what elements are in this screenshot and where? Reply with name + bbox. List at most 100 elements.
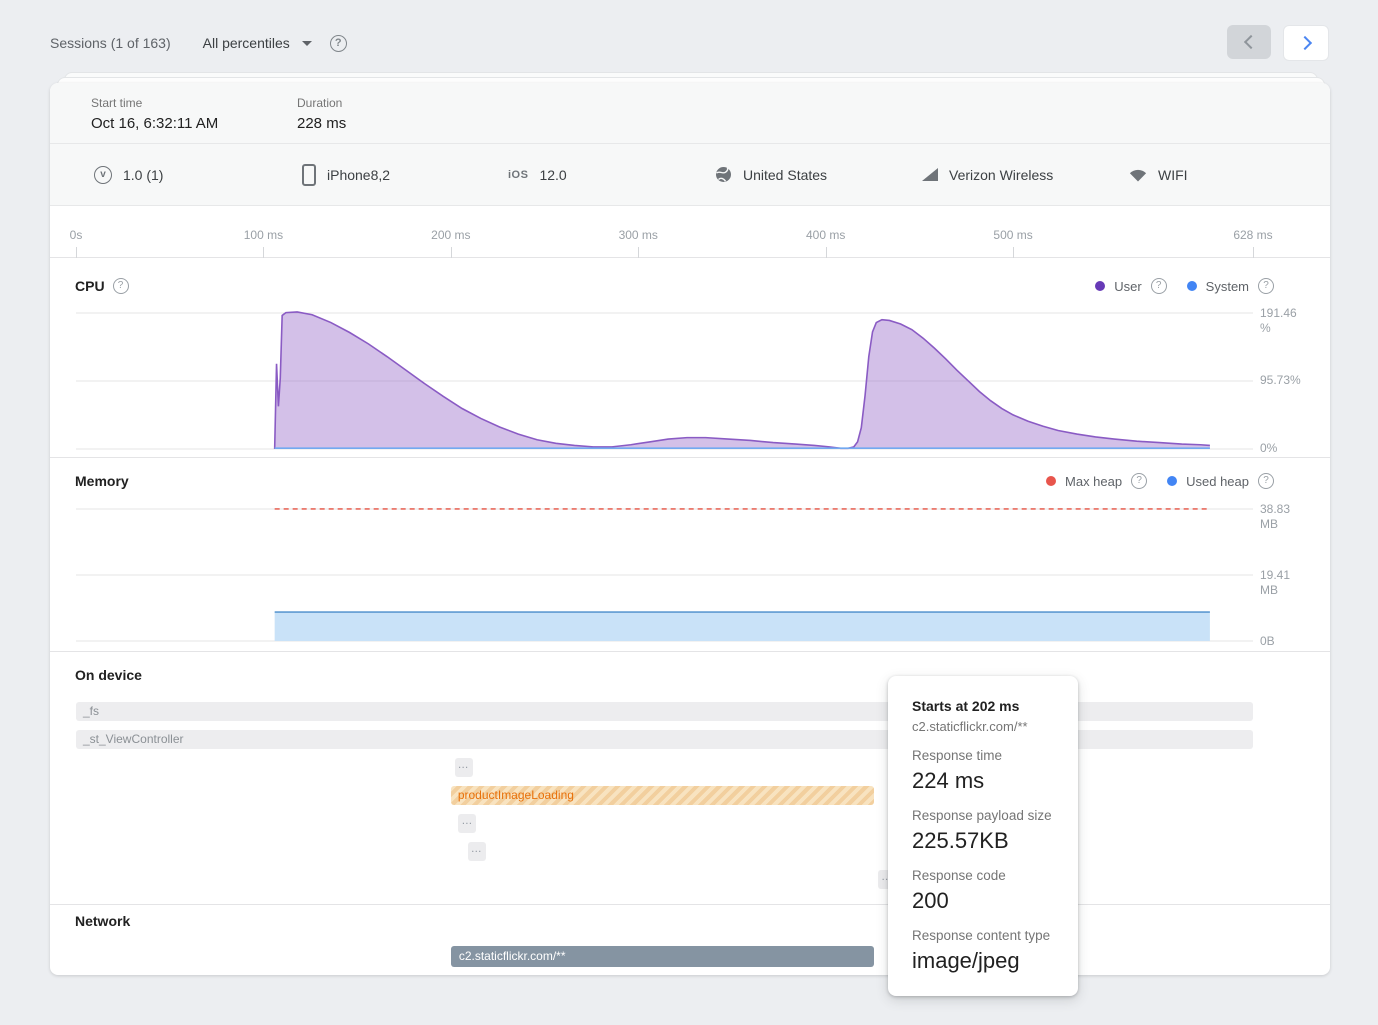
cellular-signal-icon: [922, 168, 938, 181]
chevron-down-icon: [302, 41, 312, 46]
memory-axis-zero-label: 0B: [1260, 634, 1308, 649]
cpu-axis-mid-label: 95.73%: [1260, 373, 1308, 388]
memory-section-header: Memory: [75, 473, 129, 489]
session-detail-page: Sessions (1 of 163) All percentiles ? St…: [0, 0, 1378, 1025]
timeline-tick-label: 300 ms: [619, 228, 658, 242]
session-summary-strip: Start time Oct 16, 6:32:11 AM Duration 2…: [50, 83, 1330, 144]
carrier-value: Verizon Wireless: [949, 167, 1053, 183]
on-device-rows: _fs_st_ViewController…productImageLoadin…: [50, 652, 1330, 904]
system-help-icon[interactable]: ?: [1258, 278, 1274, 294]
trace-bar[interactable]: productImageLoading: [451, 786, 875, 805]
timeline-tick-label: 0s: [70, 228, 83, 242]
tooltip-title: Starts at 202 ms: [912, 698, 1064, 714]
os-icon: iOS: [508, 169, 528, 181]
used-heap-legend-label: Used heap: [1186, 474, 1249, 489]
collapsed-traces-chip[interactable]: …: [468, 842, 486, 861]
sessions-count-label: Sessions (1 of 163): [50, 35, 171, 51]
legend-item-max-heap: Max heap ?: [1046, 473, 1147, 489]
user-help-icon[interactable]: ?: [1151, 278, 1167, 294]
carrier-item: Verizon Wireless: [922, 144, 1053, 205]
timeline-tick-mark: [638, 247, 639, 258]
legend-item-used-heap: Used heap ?: [1167, 473, 1274, 489]
max-heap-legend-label: Max heap: [1065, 474, 1122, 489]
timeline-tick-mark: [1013, 247, 1014, 258]
on-device-section: On device _fs_st_ViewController…productI…: [50, 652, 1330, 905]
device-model-icon: [302, 164, 316, 186]
start-time-block: Start time Oct 16, 6:32:11 AM: [91, 96, 218, 132]
memory-section: Memory Max heap ? Used heap ? 38.83 MB 1…: [50, 458, 1330, 652]
cpu-section: CPU ? User ? System ? 191.46 % 95.73% 0%: [50, 258, 1330, 458]
previous-session-button[interactable]: [1227, 25, 1271, 59]
next-session-button[interactable]: [1283, 25, 1329, 61]
max-heap-help-icon[interactable]: ?: [1131, 473, 1147, 489]
timeline-tick-mark: [1253, 247, 1254, 258]
country-value: United States: [743, 167, 827, 183]
network-request-bar[interactable]: c2.staticflickr.com/**: [451, 946, 875, 967]
session-card: Start time Oct 16, 6:32:11 AM Duration 2…: [50, 83, 1330, 975]
timeline-tick-label: 200 ms: [431, 228, 470, 242]
legend-item-user: User ?: [1095, 278, 1166, 294]
wifi-icon: [1129, 167, 1147, 182]
network-section: Network c2.staticflickr.com/**: [50, 905, 1330, 975]
memory-axis-mid-label: 19.41 MB: [1260, 568, 1308, 598]
chevron-right-icon: [1297, 36, 1311, 50]
app-version-value: 1.0 (1): [123, 167, 163, 183]
toolbar: Sessions (1 of 163) All percentiles ?: [50, 26, 1329, 60]
os-version-value: 12.0: [539, 167, 566, 183]
tooltip-field-content-type: Response content type image/jpeg: [912, 928, 1064, 974]
timeline-ruler: 0s 100 ms 200 ms 300 ms 400 ms 500 ms 628 ms: [50, 206, 1330, 258]
memory-title: Memory: [75, 473, 129, 489]
cpu-help-icon[interactable]: ?: [113, 278, 129, 294]
cpu-axis-zero-label: 0%: [1260, 441, 1308, 456]
memory-chart[interactable]: [76, 500, 1253, 652]
network-type-item: WIFI: [1129, 144, 1188, 205]
cpu-section-header: CPU ?: [75, 278, 129, 294]
timeline-tick-mark: [451, 247, 452, 258]
legend-item-system: System ?: [1187, 278, 1274, 294]
cpu-axis-max-label: 191.46 %: [1260, 306, 1308, 336]
start-time-label: Start time: [91, 96, 218, 110]
collapsed-traces-chip[interactable]: …: [455, 758, 473, 777]
system-legend-dot: [1187, 281, 1197, 291]
tooltip-field-response-time: Response time 224 ms: [912, 748, 1064, 794]
duration-value: 228 ms: [297, 115, 346, 132]
device-attributes-strip: v 1.0 (1) iPhone8,2 iOS 12.0 United Stat…: [50, 144, 1330, 206]
timeline-tick-label: 100 ms: [244, 228, 283, 242]
system-legend-label: System: [1206, 279, 1249, 294]
app-version-icon: v: [94, 166, 112, 184]
device-model-item: iPhone8,2: [302, 144, 390, 205]
memory-legend: Max heap ? Used heap ?: [1046, 473, 1274, 489]
network-rows: c2.staticflickr.com/**: [50, 905, 1330, 975]
user-legend-dot: [1095, 281, 1105, 291]
globe-icon: [715, 166, 732, 183]
cpu-title: CPU: [75, 278, 105, 294]
network-type-value: WIFI: [1158, 167, 1188, 183]
timeline-tick-label: 628 ms: [1233, 228, 1272, 242]
session-nav: [1227, 25, 1329, 61]
timeline-tick-label: 400 ms: [806, 228, 845, 242]
request-tooltip: Starts at 202 ms c2.staticflickr.com/** …: [888, 676, 1078, 996]
tooltip-field-payload-size: Response payload size 225.57KB: [912, 808, 1064, 854]
app-version-item: v 1.0 (1): [94, 144, 163, 205]
cpu-chart[interactable]: [76, 300, 1253, 458]
tooltip-url: c2.staticflickr.com/**: [912, 719, 1064, 734]
timeline-tick-mark: [76, 247, 77, 258]
duration-block: Duration 228 ms: [297, 96, 346, 132]
help-icon[interactable]: ?: [330, 35, 347, 52]
max-heap-legend-dot: [1046, 476, 1056, 486]
user-legend-label: User: [1114, 279, 1141, 294]
used-heap-help-icon[interactable]: ?: [1258, 473, 1274, 489]
collapsed-traces-chip[interactable]: …: [458, 814, 476, 833]
start-time-value: Oct 16, 6:32:11 AM: [91, 115, 218, 132]
used-heap-legend-dot: [1167, 476, 1177, 486]
cpu-legend: User ? System ?: [1095, 278, 1274, 294]
duration-label: Duration: [297, 96, 346, 110]
chevron-left-icon: [1243, 35, 1257, 49]
percentiles-dropdown[interactable]: All percentiles: [203, 35, 312, 51]
timeline-tick-mark: [826, 247, 827, 258]
memory-axis-max-label: 38.83 MB: [1260, 502, 1308, 532]
country-item: United States: [715, 144, 827, 205]
device-model-value: iPhone8,2: [327, 167, 390, 183]
percentiles-dropdown-value: All percentiles: [203, 35, 290, 51]
timeline-tick-label: 500 ms: [993, 228, 1032, 242]
